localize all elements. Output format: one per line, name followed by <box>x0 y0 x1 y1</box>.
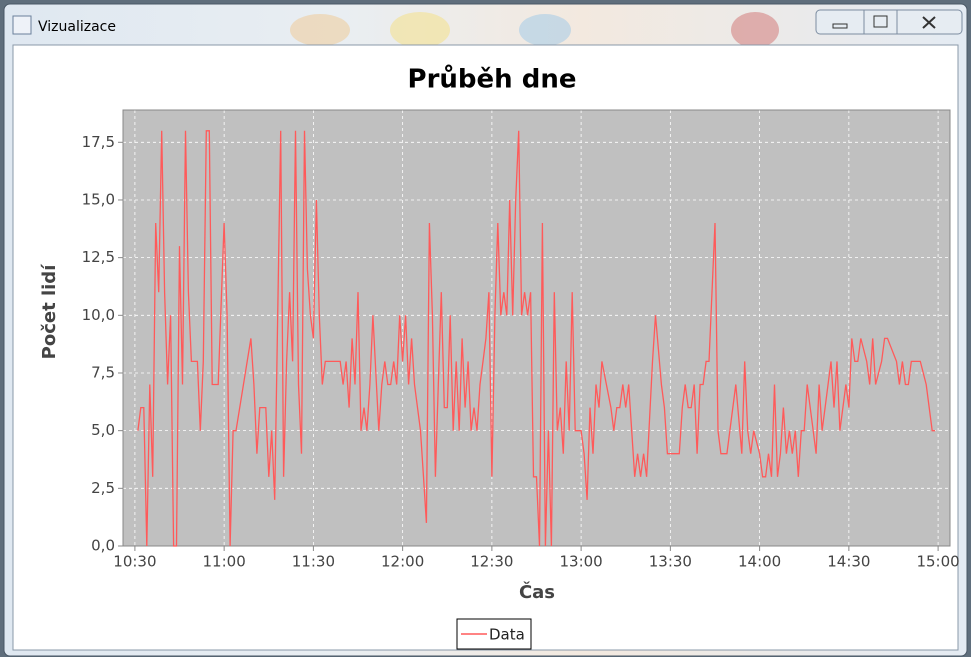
app-icon <box>12 15 32 35</box>
x-tick-label: 14:30 <box>827 553 870 571</box>
y-tick-label: 7,5 <box>91 363 115 381</box>
x-tick-label: 15:00 <box>916 553 959 571</box>
window-controls <box>815 9 963 35</box>
plot: 0,0 2,5 5,0 7,5 10,0 12,5 15,0 17,5 10:30 11:00 11… <box>82 109 960 571</box>
y-tick-label: 15,0 <box>82 190 115 208</box>
aero-blur <box>731 12 779 48</box>
x-axis-label: Čas <box>519 581 555 603</box>
legend-label: Data <box>489 626 525 644</box>
x-tick-label: 13:00 <box>560 553 603 571</box>
minimize-button[interactable] <box>832 23 848 29</box>
y-tick-label: 17,5 <box>82 133 115 151</box>
y-tick-label: 12,5 <box>82 248 115 266</box>
x-tick-label: 12:00 <box>381 553 424 571</box>
x-tick-label: 11:00 <box>203 553 246 571</box>
chart-title: Průběh dne <box>408 64 577 95</box>
x-tick-label: 11:30 <box>292 553 335 571</box>
x-tick-label: 12:30 <box>470 553 513 571</box>
legend: Data <box>456 618 532 650</box>
aero-blur <box>519 14 571 46</box>
y-tick-label: 2,5 <box>91 479 115 497</box>
window-title: Vizualizace <box>38 19 116 35</box>
plot-border <box>122 109 951 547</box>
close-button[interactable] <box>922 16 936 29</box>
x-tick-label: 13:30 <box>649 553 692 571</box>
y-tick-label: 5,0 <box>91 421 115 439</box>
y-axis-label: Počet lidí <box>39 264 60 360</box>
aero-blur <box>390 12 450 48</box>
aero-blur <box>290 14 350 46</box>
x-tick-label: 10:30 <box>113 553 156 571</box>
y-tick-label: 0,0 <box>91 537 115 555</box>
x-tick-label: 14:00 <box>738 553 781 571</box>
plot-background <box>123 110 950 546</box>
maximize-button[interactable] <box>873 15 888 28</box>
data-line <box>137 130 936 547</box>
y-tick-label: 10,0 <box>82 306 115 324</box>
